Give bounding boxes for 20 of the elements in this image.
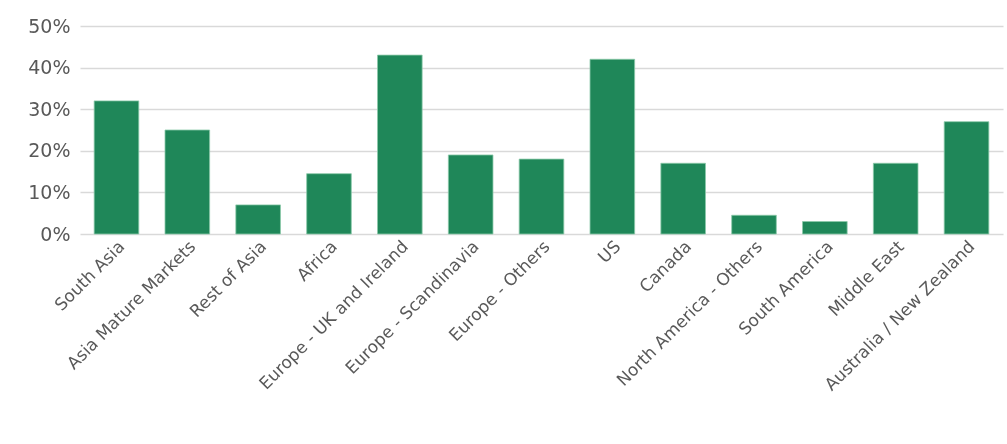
bar [660, 162, 706, 235]
bar [235, 204, 281, 235]
bar [802, 221, 848, 235]
y-tick-label: 50% [28, 14, 71, 37]
bar [93, 100, 140, 235]
y-tick-label: 30% [28, 97, 71, 120]
bar [943, 121, 990, 235]
bar [447, 154, 494, 235]
bar [164, 129, 211, 235]
bar [306, 173, 352, 235]
bar [589, 58, 636, 235]
x-tick-label: US [593, 236, 625, 267]
bar [872, 162, 919, 235]
bar [518, 158, 565, 235]
y-tick-label: 20% [28, 139, 71, 162]
bar [731, 214, 777, 235]
bar [377, 54, 423, 235]
y-tick-label: 0% [40, 222, 71, 245]
y-tick-label: 40% [28, 56, 71, 79]
y-tick-label: 10% [28, 180, 71, 203]
